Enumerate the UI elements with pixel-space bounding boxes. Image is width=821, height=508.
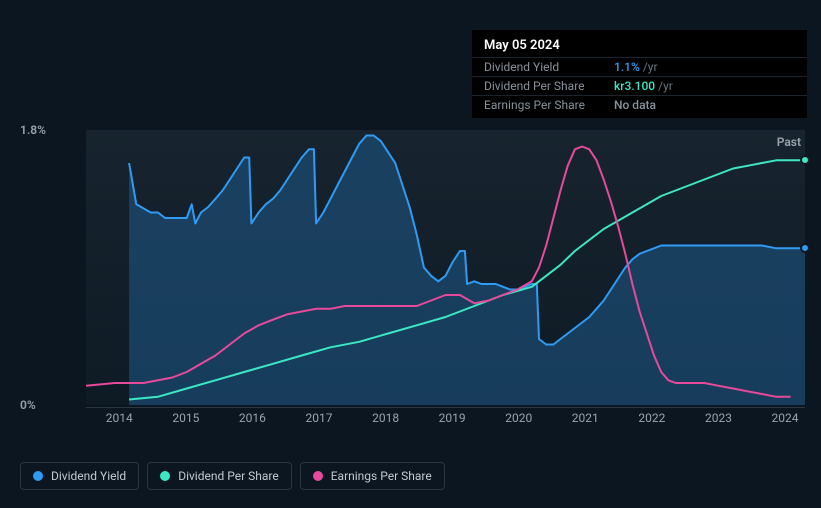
tooltip-row-value: 1.1% (614, 60, 640, 74)
legend-label: Earnings Per Share (331, 469, 432, 483)
chart-svg (86, 130, 805, 405)
x-tick: 2017 (306, 411, 333, 425)
x-tick: 2024 (772, 411, 799, 425)
tooltip-title: May 05 2024 (472, 38, 807, 57)
x-axis: 2014 2015 2016 2017 2018 2019 2020 2021 2022 2023… (86, 407, 805, 425)
x-tick: 2023 (705, 411, 732, 425)
y-tick: 1.8% (20, 123, 46, 137)
x-tick: 2014 (106, 411, 133, 425)
tooltip-box: May 05 2024 Dividend Yield1.1%/yrDividen… (472, 30, 807, 118)
legend: Dividend Yield Dividend Per Share Earnings… (20, 462, 445, 490)
tooltip-row-value-wrap: kr3.100/yr (614, 79, 673, 93)
legend-item[interactable]: Dividend Per Share (147, 462, 292, 490)
tooltip-row-unit: /yr (643, 60, 658, 74)
legend-item[interactable]: Earnings Per Share (300, 462, 445, 490)
x-tick: 2016 (239, 411, 266, 425)
chart-area: 1.8% 0% Past 2014 2015 2016 2017 2018 2019 2020… (20, 105, 805, 425)
tooltip-row-value-wrap: 1.1%/yr (614, 60, 658, 74)
past-label: Past (777, 135, 801, 149)
series-end-marker (800, 155, 810, 165)
tooltip-row-unit: /yr (658, 79, 673, 93)
tooltip-row: Dividend Yield1.1%/yr (472, 57, 807, 76)
y-tick: 0% (20, 398, 36, 412)
tooltip-row-label: Dividend Per Share (484, 79, 614, 93)
legend-label: Dividend Per Share (178, 469, 279, 483)
plot-area[interactable]: Past (86, 130, 805, 405)
legend-dot-icon (33, 471, 43, 481)
tooltip-row-value: No data (614, 98, 656, 112)
tooltip-row-label: Earnings Per Share (484, 98, 614, 112)
legend-dot-icon (160, 471, 170, 481)
legend-item[interactable]: Dividend Yield (20, 462, 139, 490)
tooltip-row-value: kr3.100 (614, 79, 655, 93)
tooltip-rows: Dividend Yield1.1%/yrDividend Per Sharek… (472, 57, 807, 114)
x-tick: 2022 (638, 411, 665, 425)
series-end-marker (800, 243, 810, 253)
tooltip-row: Dividend Per Sharekr3.100/yr (472, 76, 807, 95)
x-tick: 2019 (439, 411, 466, 425)
legend-dot-icon (313, 471, 323, 481)
tooltip-row-value-wrap: No data (614, 98, 656, 112)
tooltip-row: Earnings Per ShareNo data (472, 95, 807, 114)
x-tick: 2021 (572, 411, 599, 425)
x-tick: 2015 (172, 411, 199, 425)
tooltip-row-label: Dividend Yield (484, 60, 614, 74)
x-tick: 2020 (505, 411, 532, 425)
x-tick: 2018 (372, 411, 399, 425)
legend-label: Dividend Yield (51, 469, 126, 483)
